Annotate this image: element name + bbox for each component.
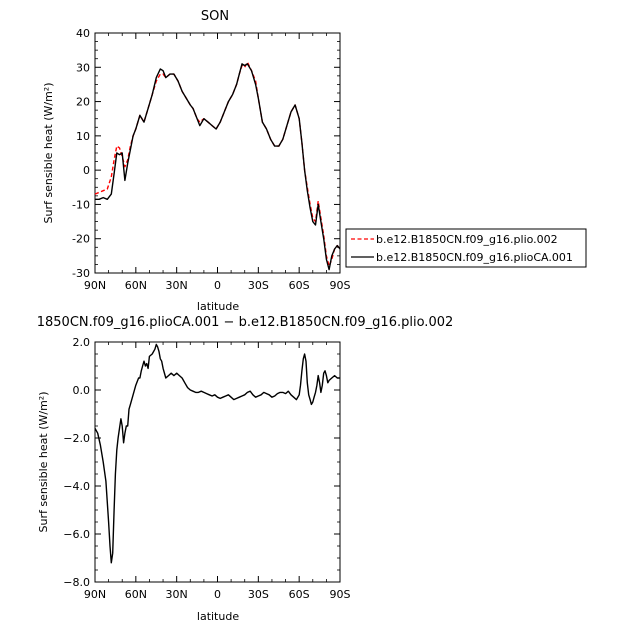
x-tick-label: 30S: [248, 279, 269, 292]
x-tick-label: 90N: [84, 588, 106, 601]
x-tick-label: 90S: [330, 279, 351, 292]
bottom-x-axis: 90N 60N 30N 0 30S 60S 90S: [84, 342, 351, 601]
y-tick-label: 20: [76, 96, 90, 109]
bottom-panel: 1850CN.f09_g16.plioCA.001 − b.e12.B1850C…: [37, 315, 454, 623]
y-tick-label: 10: [76, 130, 90, 143]
x-tick-label: 30S: [248, 588, 269, 601]
y-tick-label: 40: [76, 27, 90, 40]
y-tick-label: -10: [72, 198, 90, 211]
top-series-lines: [94, 61, 341, 271]
bottom-chart-title: 1850CN.f09_g16.plioCA.001 − b.e12.B1850C…: [37, 315, 454, 330]
x-tick-label: 60N: [125, 588, 147, 601]
legend-label-plioca: b.e12.B1850CN.f09_g16.plioCA.001: [376, 251, 573, 264]
bottom-plot-frame: [94, 341, 341, 583]
y-tick-label: 0.0: [73, 384, 91, 397]
y-tick-label: -30: [72, 267, 90, 280]
bottom-y-axis: −8.0 −6.0 −4.0 −2.0 0.0 2.0: [63, 336, 340, 589]
y-tick-label: −4.0: [63, 480, 90, 493]
bottom-x-axis-label: latitude: [197, 610, 239, 623]
x-tick-label: 0: [214, 279, 221, 292]
y-tick-label: -20: [72, 233, 90, 246]
y-tick-label: 30: [76, 61, 90, 74]
top-y-axis: -30 -20 -10 0 10 20 30 40: [72, 27, 340, 280]
top-y-axis-label: Surf sensible heat (W/m²): [42, 83, 55, 224]
x-tick-label: 0: [214, 588, 221, 601]
legend-label-plio: b.e12.B1850CN.f09_g16.plio.002: [376, 233, 558, 246]
y-tick-label: −2.0: [63, 432, 90, 445]
series-line-1: [95, 63, 341, 271]
x-tick-label: 60S: [289, 279, 310, 292]
x-tick-label: 60N: [125, 279, 147, 292]
x-tick-label: 30N: [166, 588, 188, 601]
x-tick-label: 90S: [330, 588, 351, 601]
x-tick-label: 60S: [289, 588, 310, 601]
top-x-axis: 90N 60N 30N 0 30S 60S 90S: [84, 33, 351, 292]
legend: b.e12.B1850CN.f09_g16.plio.002 b.e12.B18…: [345, 228, 587, 268]
y-tick-label: 0: [83, 164, 90, 177]
series-line-0: [94, 343, 340, 564]
x-tick-label: 90N: [84, 279, 106, 292]
bottom-series-lines: [94, 343, 340, 564]
x-tick-label: 30N: [166, 279, 188, 292]
y-tick-label: 2.0: [73, 336, 91, 349]
bottom-y-axis-label: Surf sensible heat (W/m²): [37, 392, 50, 533]
legend-box: [345, 228, 587, 268]
y-tick-label: −8.0: [63, 576, 90, 589]
top-chart-title: SON: [201, 9, 229, 24]
series-line-0: [94, 61, 341, 267]
y-tick-label: −6.0: [63, 528, 90, 541]
top-x-axis-label: latitude: [197, 300, 239, 313]
